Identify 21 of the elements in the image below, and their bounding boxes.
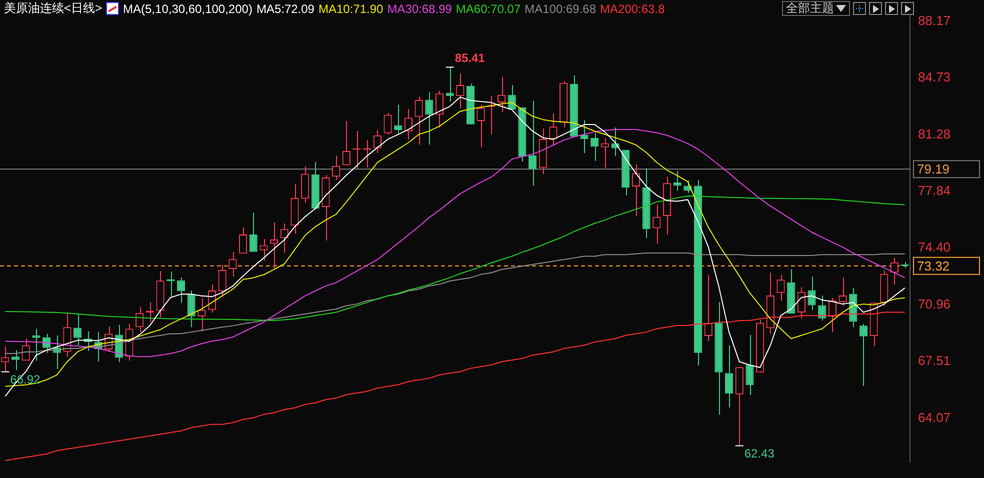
ref-line-label: 73.32 [917, 258, 950, 274]
y-tick-label: 77.84 [918, 182, 951, 198]
text: MA100:69.68 [524, 2, 596, 16]
chart-title: 美原油连续<日线> [4, 0, 102, 17]
text: MA200:63.8 [600, 2, 665, 16]
annotation: 62.43 [744, 446, 775, 461]
y-tick-label: 74.40 [918, 240, 951, 255]
y-tick-label: 81.28 [918, 126, 951, 142]
ref-line-label: 79.19 [917, 162, 950, 177]
y-tick-label: 88.17 [918, 12, 951, 28]
text: MA30:68.99 [387, 2, 452, 16]
chart-subtitle: MA(5,10,30,60,100,200) [123, 2, 252, 16]
text: 全部主题 [786, 1, 834, 15]
annotation: 85.41 [454, 51, 486, 66]
text: MA5:72.09 [256, 2, 314, 16]
y-tick-label: 64.07 [918, 410, 951, 425]
y-tick-label: 84.73 [918, 69, 951, 84]
y-tick-label: 70.96 [918, 296, 951, 312]
text: MA10:71.90 [318, 2, 384, 16]
y-tick-label: 67.51 [918, 353, 951, 368]
text: MA60:70.07 [456, 2, 521, 16]
